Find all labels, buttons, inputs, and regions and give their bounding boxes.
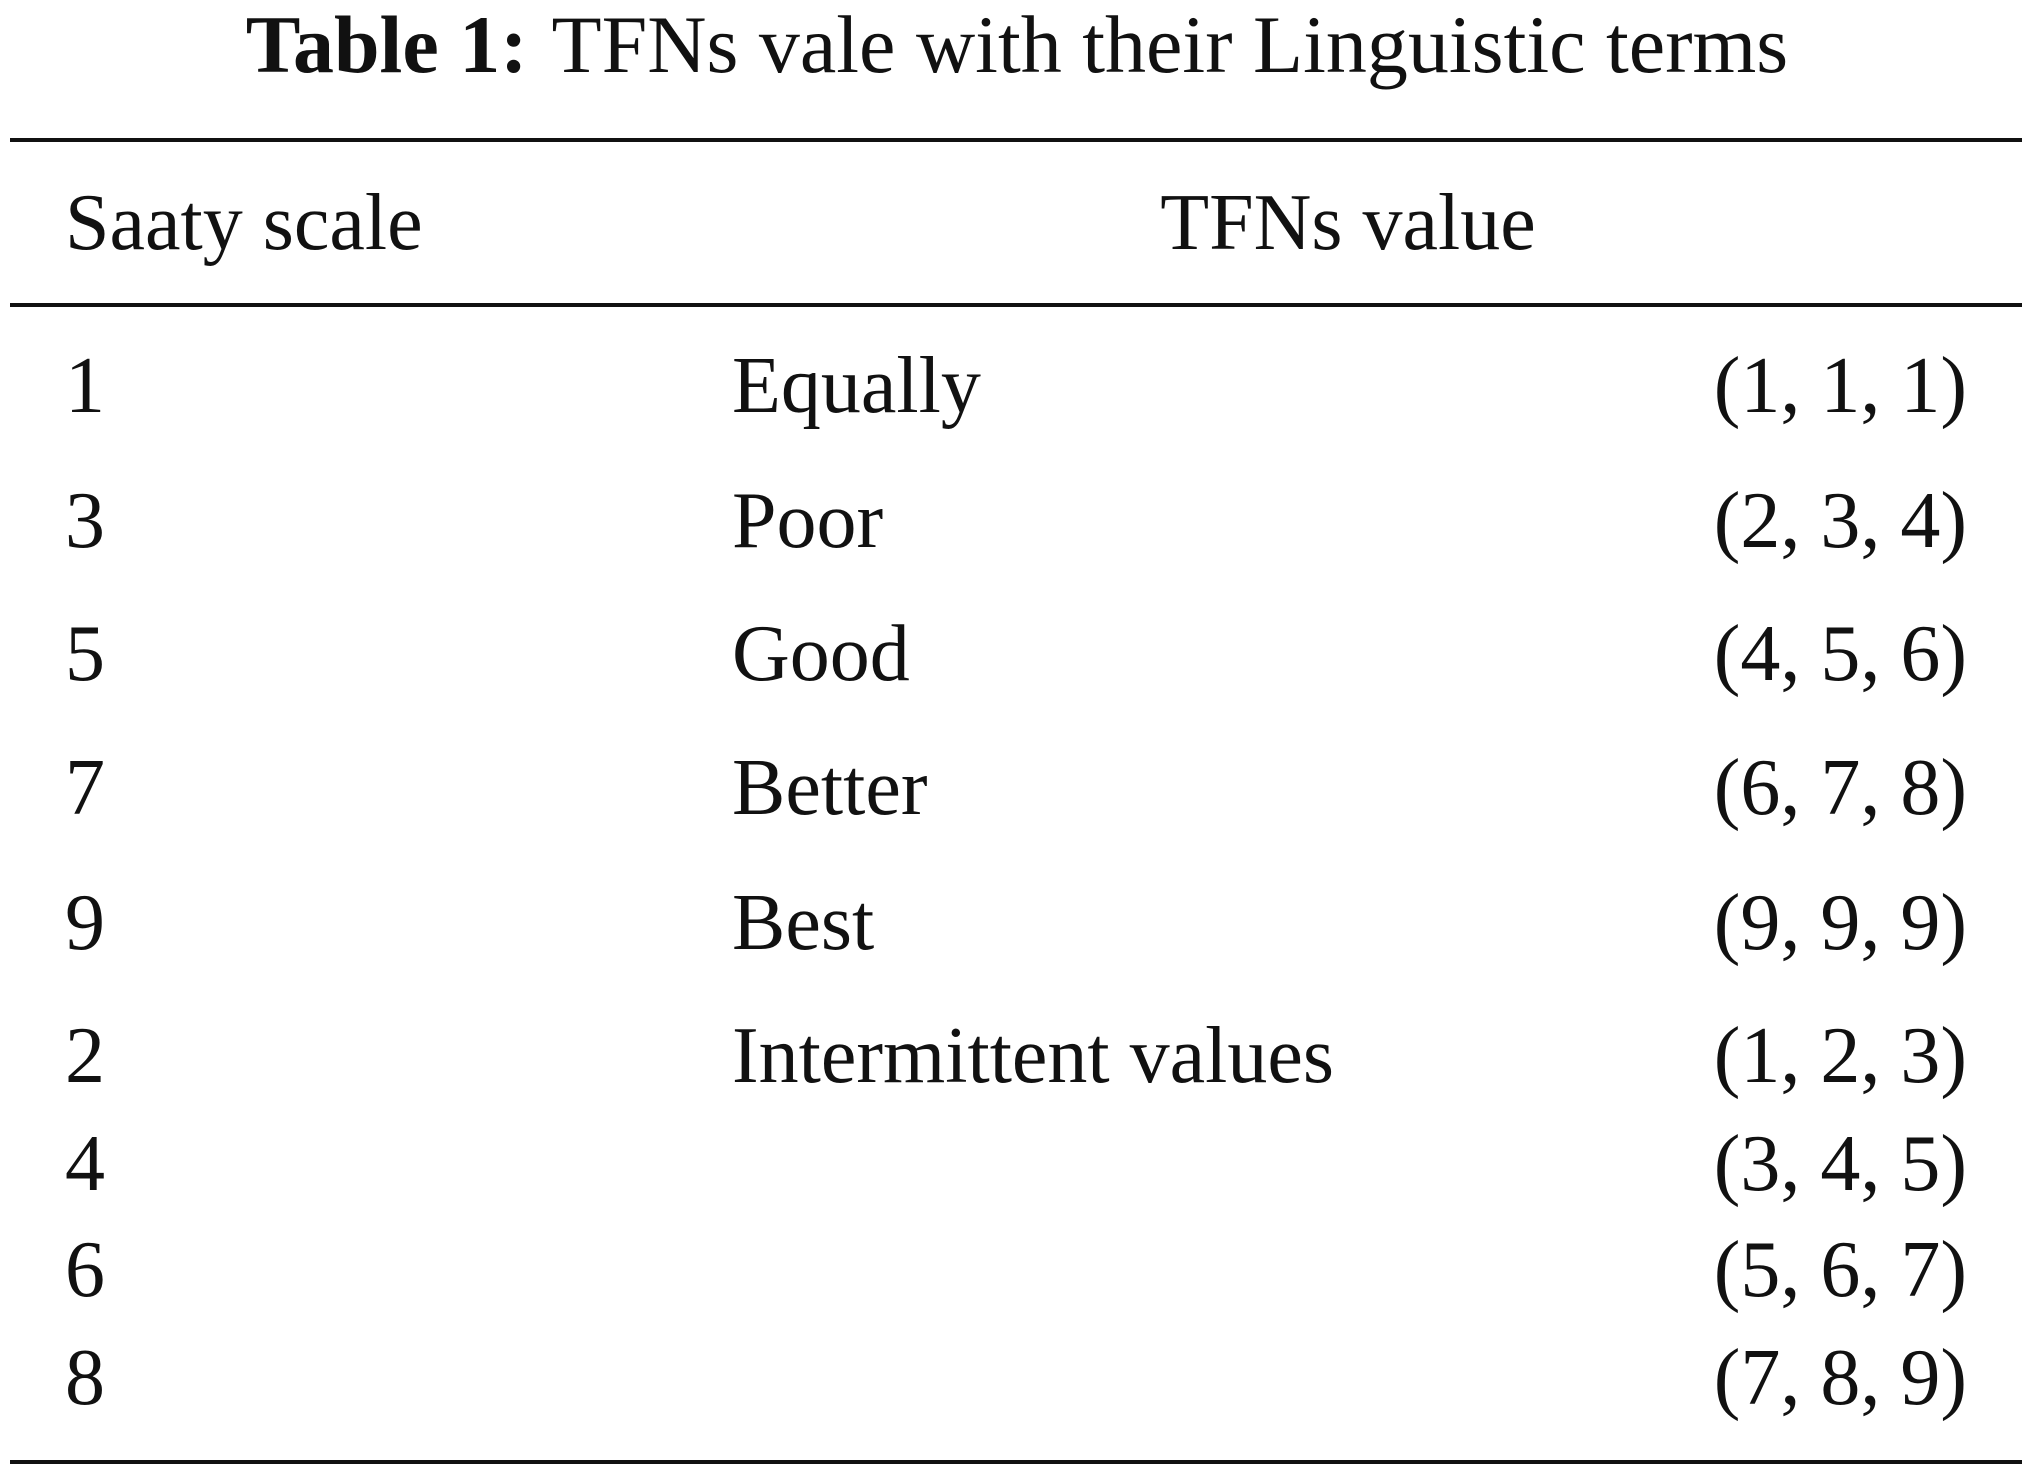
table-cell: Equally <box>732 342 981 430</box>
table-cell: Best <box>732 879 875 967</box>
table-cell: (4, 5, 6) <box>1713 610 1967 698</box>
table-cell: 7 <box>65 744 105 832</box>
table-cell: 2 <box>65 1012 105 1100</box>
table-cell: 8 <box>65 1334 105 1422</box>
table-cell: Poor <box>732 477 884 565</box>
table-cell: (2, 3, 4) <box>1713 477 1967 565</box>
table-cell: 6 <box>65 1226 105 1314</box>
caption: Table 1: TFNs vale with their Linguistic … <box>246 0 1788 92</box>
table-cell: 4 <box>65 1120 105 1208</box>
table-cell: 9 <box>65 879 105 967</box>
table-cell: Intermittent values <box>732 1012 1335 1100</box>
header-cell: TFNs value <box>1160 179 1536 267</box>
caption-text: TFNs vale with their Linguistic terms <box>551 0 1789 90</box>
table-cell: Good <box>732 610 910 698</box>
table-cell: 3 <box>65 477 105 565</box>
table-cell: (5, 6, 7) <box>1713 1226 1967 1314</box>
table-cell: (3, 4, 5) <box>1713 1120 1967 1208</box>
table-cell: (1, 1, 1) <box>1713 342 1967 430</box>
table-cell: (6, 7, 8) <box>1713 744 1967 832</box>
table-cell: Better <box>732 744 928 832</box>
top-rule <box>10 138 2022 142</box>
table-cell: 1 <box>65 342 105 430</box>
table-cell: (7, 8, 9) <box>1713 1334 1967 1422</box>
table-cell: 5 <box>65 610 105 698</box>
header-rule <box>10 303 2022 307</box>
header-cell: Saaty scale <box>65 179 423 267</box>
table-cell: (1, 2, 3) <box>1713 1012 1967 1100</box>
bottom-rule <box>10 1460 2022 1464</box>
table-cell: (9, 9, 9) <box>1713 879 1967 967</box>
caption-label: Table 1: <box>245 0 528 90</box>
